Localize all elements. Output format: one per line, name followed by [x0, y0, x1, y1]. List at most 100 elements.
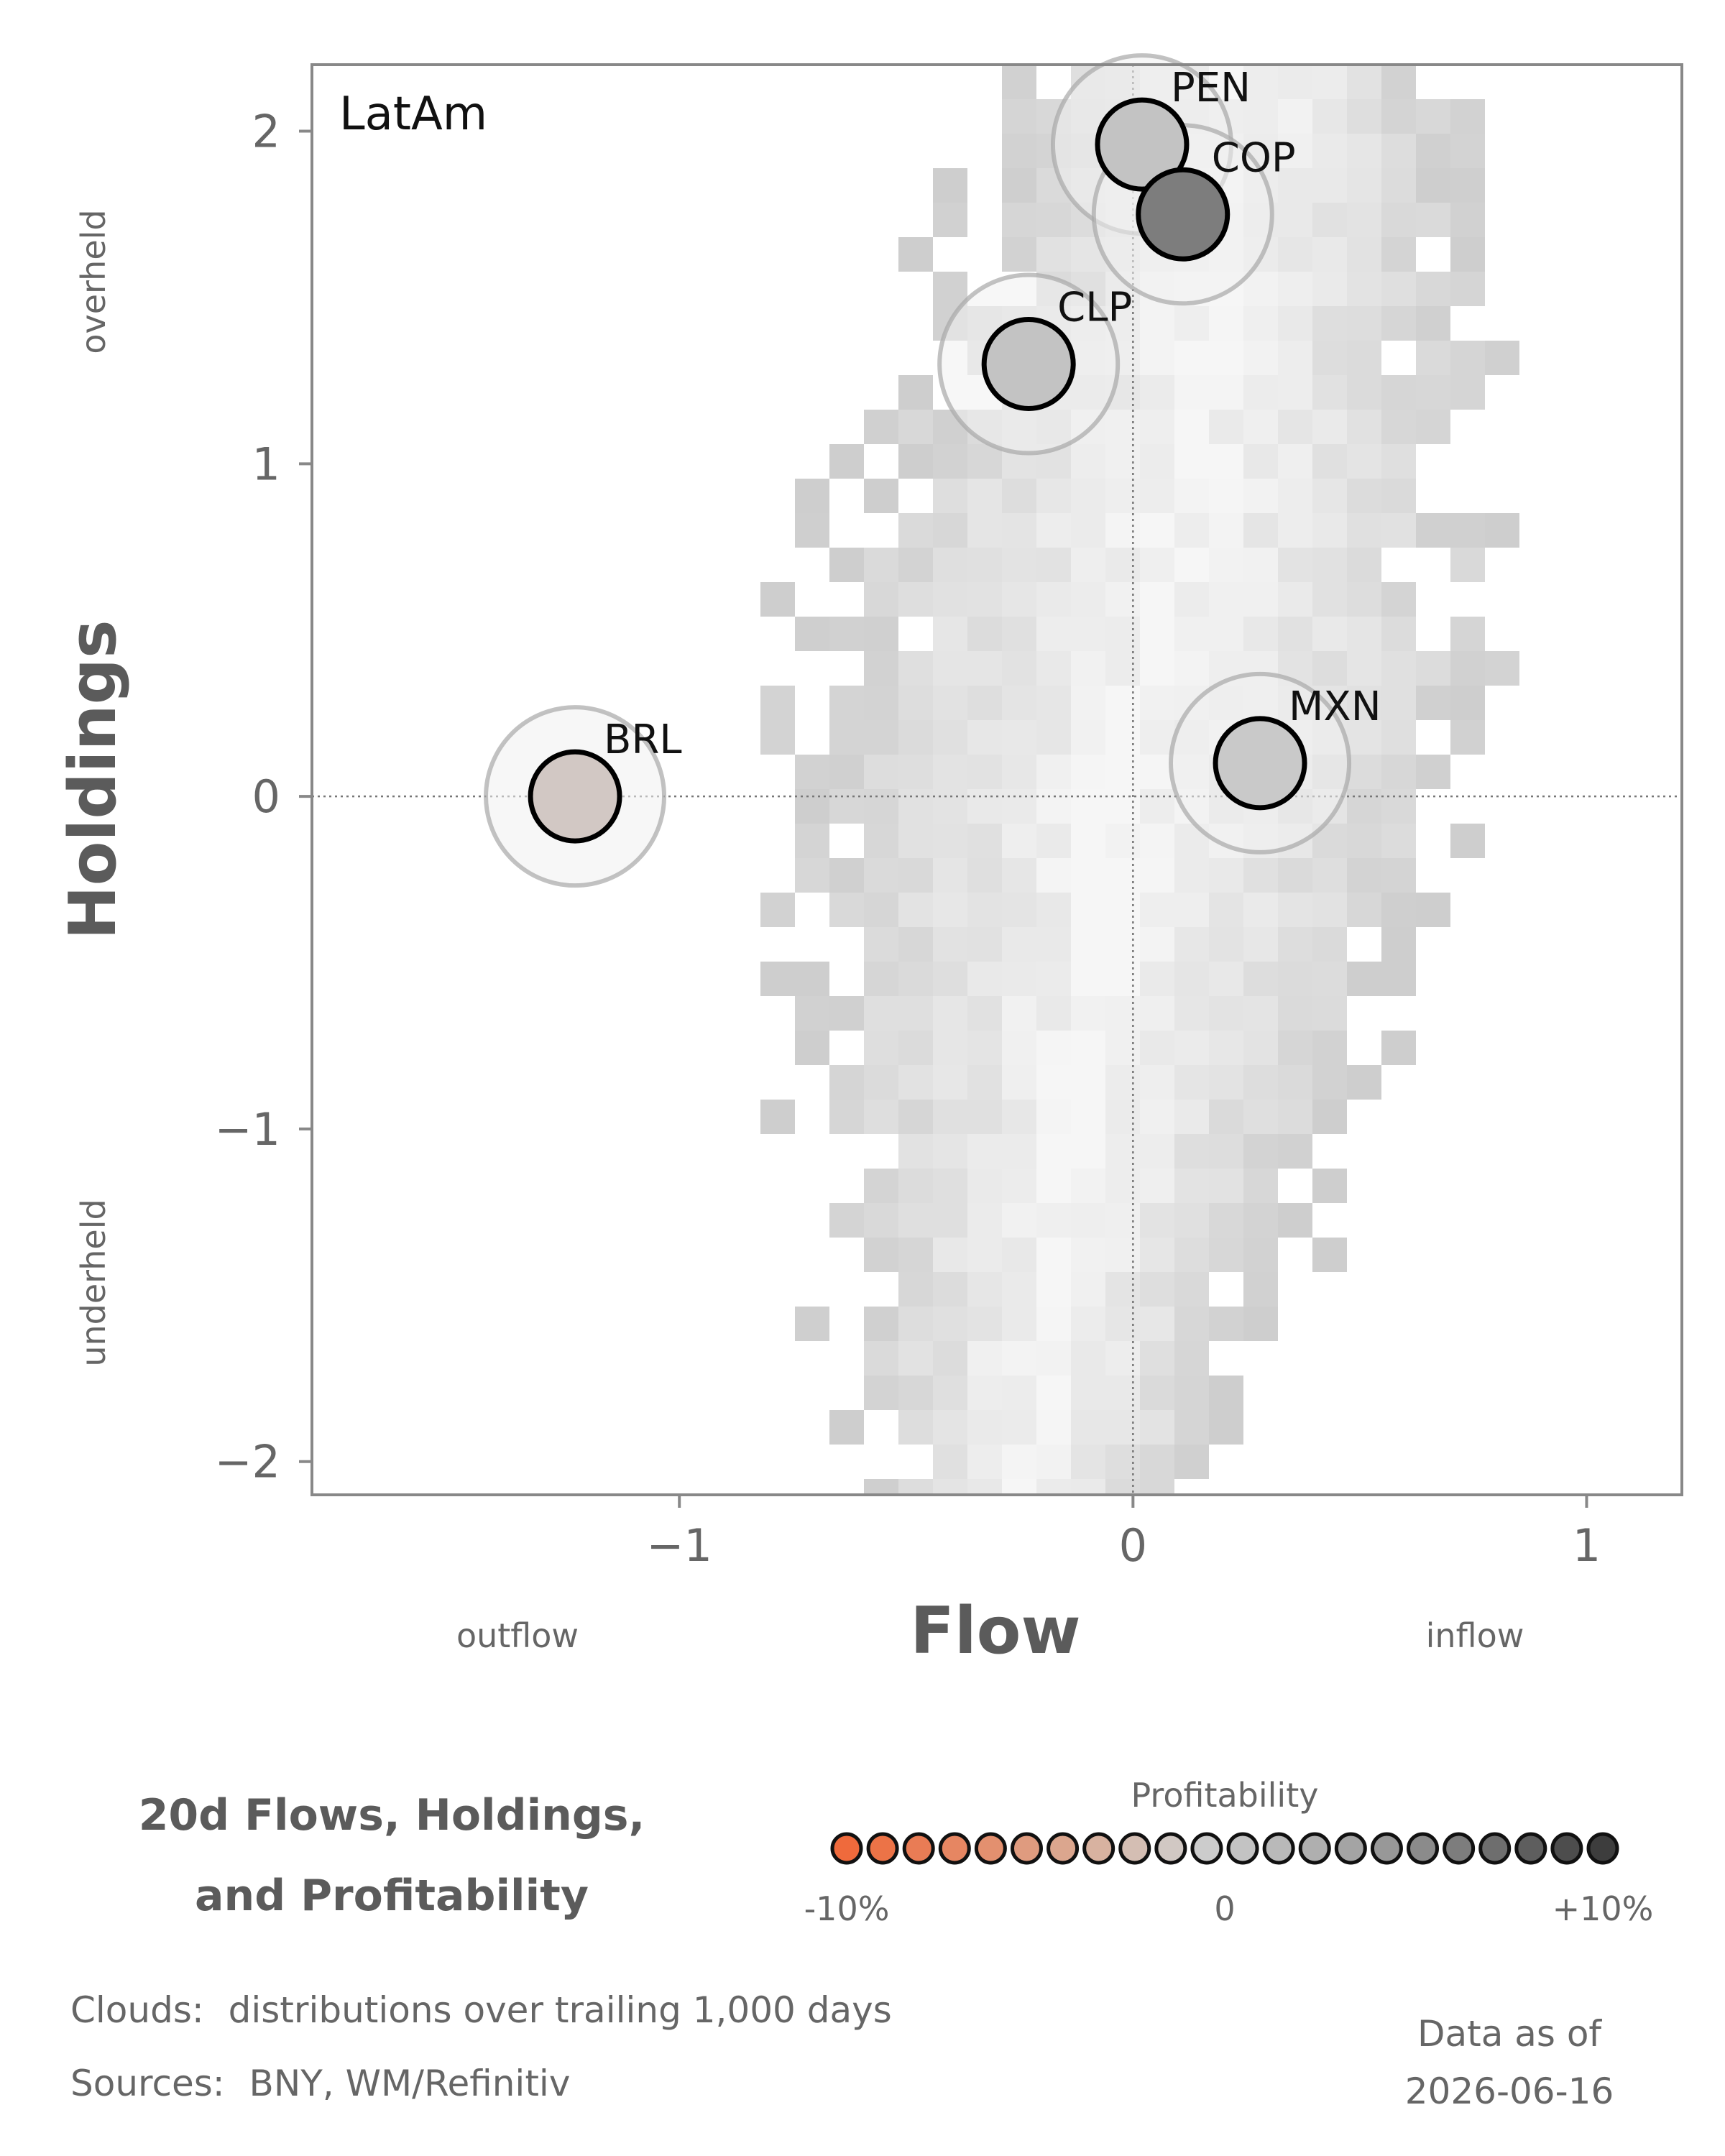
cloud-cell: [1209, 1169, 1243, 1203]
cloud-cell: [1140, 1307, 1174, 1341]
cloud-cell: [1140, 1445, 1174, 1479]
cloud-cell: [1416, 893, 1450, 927]
cloud-cell: [1071, 1100, 1105, 1134]
cloud-cell: [967, 1100, 1002, 1134]
cloud-cell: [1312, 306, 1347, 341]
cloud-cell: [1174, 582, 1209, 617]
cloud-cell: [933, 1065, 967, 1100]
colorbar-tick-max: +10%: [1552, 1889, 1654, 1928]
cloud-cell: [1105, 1134, 1140, 1169]
cloud-cell: [1312, 617, 1347, 651]
cloud-cell: [1002, 134, 1036, 168]
cloud-cell: [1209, 1410, 1243, 1445]
cloud-cell: [1071, 962, 1105, 996]
cloud-cell: [967, 444, 1002, 479]
cloud-cell: [1347, 410, 1381, 444]
cloud-cell: [1243, 962, 1278, 996]
cloud-cell: [1381, 65, 1416, 99]
cloud-cell: [1243, 272, 1278, 306]
cloud-cell: [967, 1376, 1002, 1410]
cloud-cell: [1416, 203, 1450, 237]
cloud-cell: [829, 996, 864, 1031]
cloud-cell: [1105, 1100, 1140, 1134]
cloud-cell: [967, 1445, 1002, 1479]
cloud-cell: [1243, 1272, 1278, 1307]
cloud-cell: [1416, 99, 1450, 134]
cloud-cell: [1312, 1065, 1347, 1100]
cloud-cell: [1105, 686, 1140, 720]
cloud-cell: [967, 479, 1002, 513]
cloud-cell: [1002, 548, 1036, 582]
colorbar-swatch: [1550, 1832, 1583, 1865]
cloud-cell: [1105, 410, 1140, 444]
cloud-cell: [1140, 824, 1174, 858]
cloud-cell: [967, 824, 1002, 858]
cloud-cell: [1105, 996, 1140, 1031]
cloud-cell: [864, 893, 898, 927]
cloud-cell: [967, 1134, 1002, 1169]
cloud-cell: [1347, 444, 1381, 479]
cloud-cell: [1312, 1238, 1347, 1272]
cloud-cell: [1036, 720, 1071, 755]
cloud-cell: [1243, 996, 1278, 1031]
cloud-cell: [795, 479, 829, 513]
cloud-cell: [967, 927, 1002, 962]
cloud-cell: [1036, 582, 1071, 617]
reference-lines: [312, 65, 1682, 1495]
cloud-cell: [1243, 1307, 1278, 1341]
cloud-cell: [1105, 1376, 1140, 1410]
colorbar-swatch: [1478, 1832, 1512, 1865]
point-marker-mxn: [1213, 716, 1307, 811]
cloud-cell: [967, 582, 1002, 617]
cloud-cell: [1416, 341, 1450, 375]
cloud-cell: [898, 237, 933, 272]
cloud-cell: [795, 789, 829, 824]
x-annotation-right: inflow: [1426, 1616, 1524, 1655]
footer-clouds-text: distributions over trailing 1,000 days: [228, 1989, 892, 2031]
cloud-cell: [1036, 1134, 1071, 1169]
cloud-cell: [1002, 582, 1036, 617]
cloud-cell: [1312, 237, 1347, 272]
cloud-cell: [864, 755, 898, 789]
cloud-cell: [864, 582, 898, 617]
cloud-cell: [1381, 410, 1416, 444]
cloud-cell: [1036, 1100, 1071, 1134]
cloud-cell: [933, 720, 967, 755]
cloud-cell: [829, 1410, 864, 1445]
cloud-cell: [864, 858, 898, 893]
point-marker-clp: [981, 317, 1076, 412]
y-tick-label: −1: [215, 1103, 280, 1156]
cloud-cell: [1381, 582, 1416, 617]
colorbar-swatch: [1443, 1832, 1476, 1865]
cloud-cell: [933, 1479, 967, 1495]
cloud-cell: [1347, 617, 1381, 651]
y-tick-label: −2: [215, 1436, 280, 1488]
cloud-cell: [1312, 893, 1347, 927]
cloud-cell: [829, 858, 864, 893]
colorbar-swatch: [1082, 1832, 1116, 1865]
cloud-cell: [1140, 1376, 1174, 1410]
cloud-cell: [1312, 375, 1347, 410]
cloud-cell: [1381, 858, 1416, 893]
cloud-cell: [1174, 1203, 1209, 1238]
cloud-cell: [1002, 1410, 1036, 1445]
cloud-cell: [1071, 720, 1105, 755]
cloud-cell: [1347, 582, 1381, 617]
cloud-cell: [1105, 927, 1140, 962]
cloud-cell: [1243, 617, 1278, 651]
cloud-cell: [829, 1100, 864, 1134]
cloud-cell: [1140, 651, 1174, 686]
cloud-cell: [933, 1445, 967, 1479]
cloud-cell: [1036, 789, 1071, 824]
cloud-cell: [1036, 1307, 1071, 1341]
cloud-cell: [1381, 789, 1416, 824]
cloud-cell: [1485, 341, 1519, 375]
cloud-cell: [1036, 548, 1071, 582]
footer-date-value: 2026-06-16: [1404, 2070, 1614, 2112]
cloud-cell: [1174, 1410, 1209, 1445]
cloud-cell: [864, 1065, 898, 1100]
cloud-cell: [1002, 1134, 1036, 1169]
cloud-cell: [1278, 410, 1312, 444]
cloud-cell: [1243, 306, 1278, 341]
